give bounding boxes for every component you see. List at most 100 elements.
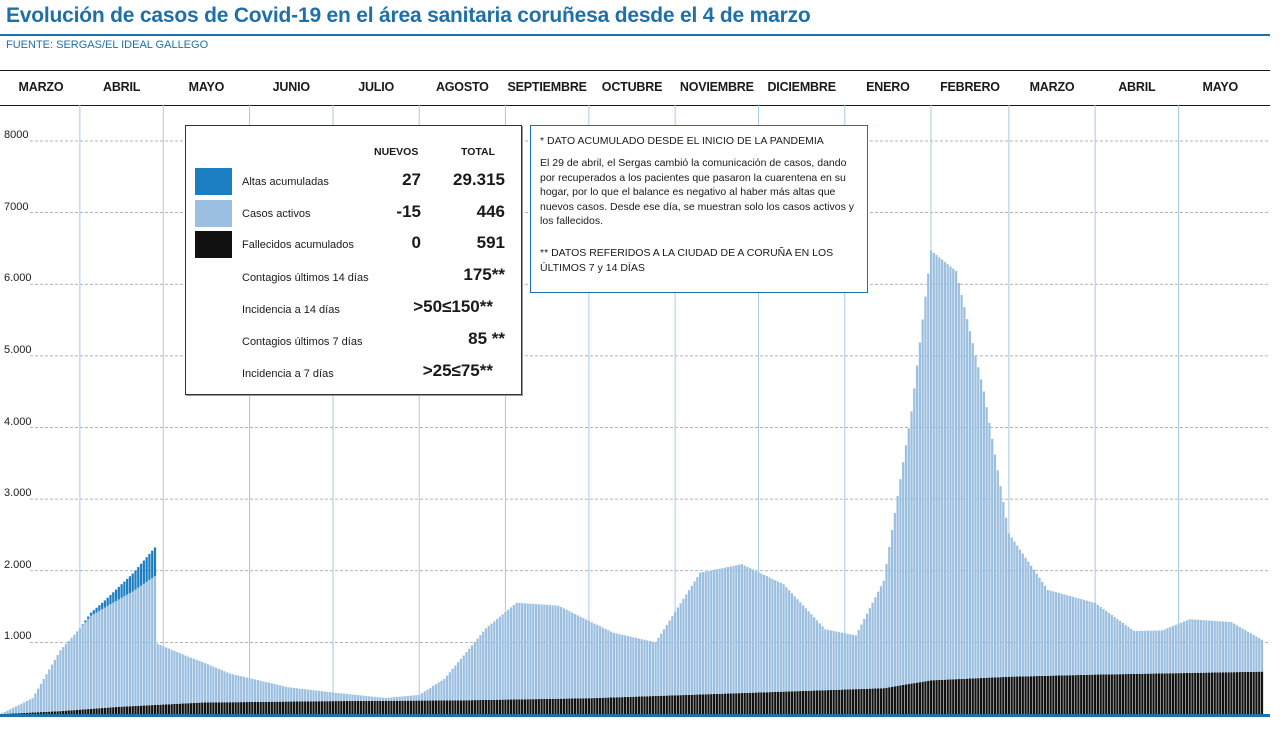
bar-fallecidos bbox=[323, 701, 326, 714]
bar-fallecidos bbox=[957, 679, 960, 714]
bar-activos bbox=[1138, 630, 1141, 674]
bar-fallecidos bbox=[390, 700, 393, 714]
bar-fallecidos bbox=[465, 700, 468, 714]
bar-activos bbox=[985, 407, 988, 678]
day-bar bbox=[562, 608, 565, 714]
day-bar bbox=[356, 695, 360, 714]
day-bar bbox=[495, 619, 499, 714]
bar-activos bbox=[635, 637, 638, 697]
day-bar bbox=[215, 667, 218, 714]
bar-activos bbox=[368, 696, 371, 701]
bar-fallecidos bbox=[554, 698, 557, 714]
bar-activos bbox=[462, 655, 465, 701]
day-bar bbox=[938, 257, 941, 714]
day-bar bbox=[1043, 585, 1047, 714]
bar-activos bbox=[448, 672, 451, 701]
day-bar bbox=[1024, 557, 1027, 714]
bar-activos bbox=[654, 642, 657, 696]
bar-activos bbox=[409, 695, 412, 701]
day-bar bbox=[114, 589, 118, 714]
day-bar bbox=[843, 633, 846, 714]
day-bar bbox=[532, 603, 535, 714]
day-bar bbox=[454, 665, 457, 714]
day-bar bbox=[1066, 595, 1069, 714]
bar-fallecidos bbox=[1010, 676, 1013, 714]
day-bar bbox=[304, 689, 307, 714]
bar-fallecidos bbox=[673, 695, 677, 714]
bar-activos bbox=[1199, 619, 1202, 673]
bar-fallecidos bbox=[231, 702, 234, 714]
bar-fallecidos bbox=[888, 687, 891, 714]
day-bar bbox=[1210, 620, 1214, 714]
bar-activos bbox=[454, 665, 457, 701]
bar-activos bbox=[559, 607, 563, 699]
bar-activos bbox=[1066, 595, 1069, 676]
day-bar bbox=[943, 261, 947, 714]
bar-activos bbox=[276, 684, 279, 702]
bar-fallecidos bbox=[938, 679, 941, 714]
bar-fallecidos bbox=[126, 706, 129, 714]
bar-fallecidos bbox=[331, 701, 335, 714]
day-bar bbox=[145, 557, 148, 714]
day-bar bbox=[459, 658, 463, 714]
bar-fallecidos bbox=[256, 701, 260, 714]
bar-activos bbox=[621, 634, 624, 698]
bar-fallecidos bbox=[540, 699, 543, 714]
day-bar bbox=[323, 691, 326, 714]
bar-fallecidos bbox=[215, 702, 218, 714]
day-bar bbox=[281, 685, 285, 714]
day-bar bbox=[1016, 545, 1019, 714]
bar-activos bbox=[1021, 553, 1024, 677]
day-bar bbox=[838, 632, 841, 714]
day-bar bbox=[715, 569, 718, 714]
bar-activos bbox=[932, 252, 935, 681]
bar-activos bbox=[50, 664, 54, 712]
bar-activos bbox=[164, 647, 168, 705]
day-bar bbox=[345, 693, 349, 714]
day-bar bbox=[1146, 630, 1150, 714]
day-bar bbox=[737, 564, 741, 714]
bar-activos bbox=[579, 616, 582, 699]
bar-activos bbox=[1124, 624, 1127, 675]
bar-activos bbox=[796, 599, 799, 692]
day-bar bbox=[1102, 608, 1105, 714]
bar-activos bbox=[824, 629, 827, 691]
bar-activos bbox=[701, 572, 705, 695]
bar-activos bbox=[334, 692, 337, 702]
bar-activos bbox=[295, 688, 298, 702]
day-bar bbox=[181, 654, 184, 714]
bar-fallecidos bbox=[1191, 672, 1194, 714]
day-bar bbox=[1049, 590, 1052, 714]
bar-fallecidos bbox=[295, 701, 298, 714]
bar-fallecidos bbox=[996, 677, 999, 714]
bar-fallecidos bbox=[53, 711, 56, 714]
bar-activos bbox=[1024, 557, 1027, 677]
bar-activos bbox=[359, 695, 362, 701]
day-bar bbox=[1105, 610, 1108, 714]
bar-activos bbox=[1230, 622, 1233, 673]
bar-activos bbox=[607, 630, 610, 698]
day-bar bbox=[729, 566, 732, 714]
bar-activos bbox=[610, 631, 613, 698]
bar-activos bbox=[1157, 630, 1161, 674]
bar-fallecidos bbox=[1163, 673, 1166, 714]
bar-fallecidos bbox=[195, 702, 198, 714]
day-bar bbox=[1230, 622, 1233, 714]
bar-fallecidos bbox=[985, 677, 988, 714]
bar-activos bbox=[721, 568, 724, 694]
bar-fallecidos bbox=[1241, 672, 1244, 714]
day-bar bbox=[732, 565, 735, 714]
day-bar bbox=[415, 695, 418, 714]
day-bar bbox=[1163, 629, 1166, 714]
bar-activos bbox=[20, 703, 23, 714]
bar-activos bbox=[45, 674, 48, 712]
y-tick-label: 4.000 bbox=[4, 415, 32, 428]
bar-activos bbox=[301, 688, 304, 702]
bar-fallecidos bbox=[345, 701, 349, 714]
bar-activos bbox=[162, 646, 165, 705]
day-bar bbox=[982, 391, 985, 714]
bar-activos bbox=[1082, 599, 1086, 675]
day-bar bbox=[306, 689, 310, 714]
bar-fallecidos bbox=[479, 700, 482, 714]
day-bar bbox=[1171, 625, 1175, 714]
